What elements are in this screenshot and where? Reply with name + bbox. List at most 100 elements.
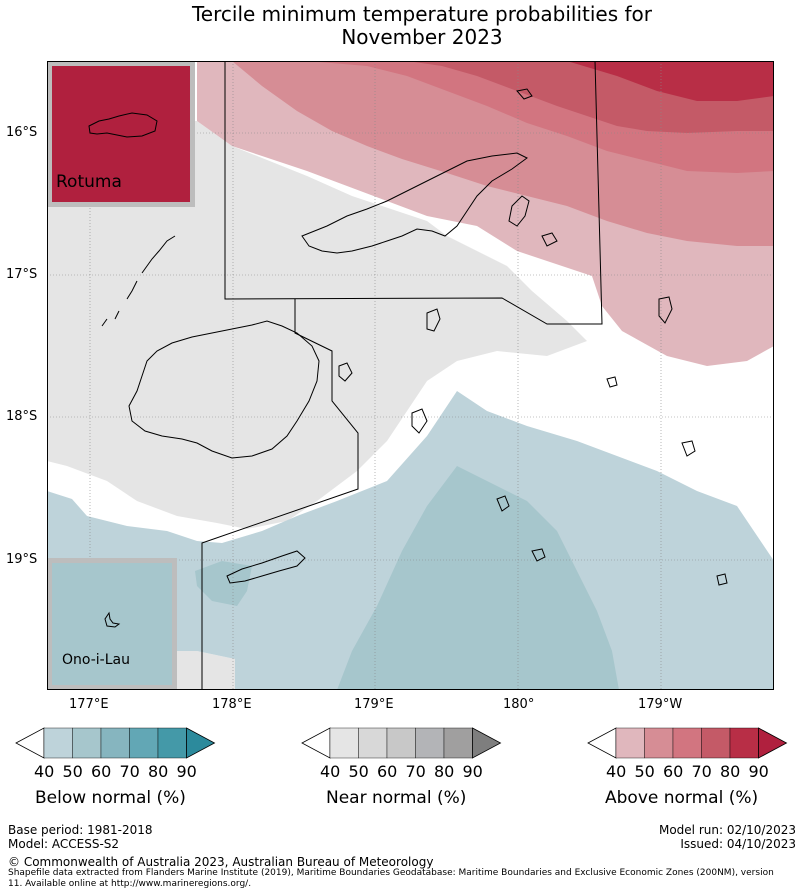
vanua-levu-island [301,152,528,254]
kadavu-island [226,550,306,584]
above-colorbar-extend-high [758,727,788,759]
below-colorbar-tick-label: 90 [176,762,197,781]
near-normal-region [47,121,587,529]
below-colorbar-segment [43,727,73,759]
below-colorbar-tick-label: 40 [34,762,55,781]
ono-i-lau-inset [47,558,177,690]
ono-i-lau-island [104,611,121,628]
near-colorbar-segment [358,727,388,759]
rotuma-inset [47,61,195,207]
lau-island-6 [716,573,728,586]
map-border [47,61,774,690]
inset-label-rotuma: Rotuma [56,172,122,192]
colorbar-near-title: Near normal (%) [326,788,467,808]
below-colorbar-tick-label: 80 [148,762,169,781]
near-colorbar-extend-high [472,727,502,759]
model-name: Model: ACCESS-S2 [8,837,120,851]
model-run: Model run: 02/10/2023 [658,823,796,837]
near-colorbar-segment [329,727,359,759]
title-line-1: Tercile minimum temperature probabilitie… [191,2,653,26]
colorbar-below-normal [15,727,216,759]
near-colorbar-tick-label: 40 [320,762,341,781]
below-colorbar-segment [100,727,130,759]
above-colorbar-tick-label: 80 [720,762,741,781]
above-colorbar-segment [672,727,702,759]
above-colorbar-tick-label: 90 [748,762,769,781]
above-colorbar-tick-label: 60 [663,762,684,781]
lau-island-7 [516,88,533,100]
rotuma-island [88,112,158,138]
above-normal-region-80 [567,61,774,101]
inset-label-ono-i-lau: Ono-i-Lau [62,652,130,668]
below-normal-region-50 [337,466,619,690]
above-colorbar-tick-label: 70 [691,762,712,781]
below-normal-region-50-west [195,561,252,606]
near-colorbar-tick-label: 60 [377,762,398,781]
lon-label-177e: 177°E [69,697,109,712]
below-colorbar-segment [157,727,187,759]
above-colorbar-tick-label: 50 [634,762,655,781]
below-colorbar-segment [72,727,102,759]
below-colorbar-tick-label: 50 [62,762,83,781]
above-colorbar-segment [644,727,674,759]
copyright: © Commonwealth of Australia 2023, Austra… [8,855,434,869]
taveuni-island [508,195,530,227]
near-colorbar-segment [443,727,473,759]
below-colorbar-extend-high [186,727,216,759]
lon-label-180: 180° [503,697,535,712]
lat-label-18s: 18°S [6,409,38,424]
ovalau-island [338,362,353,382]
map-title: Tercile minimum temperature probabilitie… [0,3,804,49]
base-period: Base period: 1981-2018 [8,823,153,837]
shapefile-note-line-1: Shapefile data extracted from Flanders M… [8,868,774,878]
lon-label-179w: 179°W [638,697,683,712]
below-colorbar-extend-low [15,727,45,759]
near-colorbar-tick-label: 50 [348,762,369,781]
below-colorbar-segment [129,727,159,759]
lau-island-1 [658,296,673,324]
colorbars [15,727,788,759]
title-line-2: November 2023 [341,25,503,49]
coastlines [101,88,728,586]
colorbar-below-title: Below normal (%) [35,788,186,808]
shapefile-note-line-2: 11. Available online at http://www.marin… [8,879,252,889]
lon-label-179e: 179°E [354,697,394,712]
near-colorbar-tick-label: 80 [434,762,455,781]
lau-island-8 [541,232,558,247]
near-normal-region-south [172,651,235,690]
near-colorbar-segment [386,727,416,759]
viti-levu-island [128,320,320,459]
lau-island-3 [531,548,546,562]
colorbar-above-normal [587,727,788,759]
colorbar-near-normal [301,727,502,759]
below-colorbar-tick-label: 60 [91,762,112,781]
probability-map [47,61,774,690]
colorbar-above-title: Above normal (%) [605,788,759,808]
ono-i-lau-inset-fill [52,563,172,685]
near-colorbar-tick-label: 70 [405,762,426,781]
above-colorbar-extend-low [587,727,617,759]
lat-label-16s: 16°S [6,125,38,140]
lau-island-5 [606,376,618,388]
northern-boundary [224,61,603,325]
issued-date: Issued: 04/10/2023 [680,837,796,851]
near-colorbar-tick-label: 90 [462,762,483,781]
koro-island [426,308,441,332]
lon-label-178e: 178°E [212,697,252,712]
above-colorbar-segment [615,727,645,759]
lat-label-19s: 19°S [6,552,38,567]
yasawa-islands [101,235,176,327]
below-colorbar-tick-label: 70 [119,762,140,781]
above-colorbar-segment [701,727,731,759]
lau-island-2 [496,495,510,512]
lat-label-17s: 17°S [6,267,38,282]
above-colorbar-tick-label: 40 [606,762,627,781]
lau-island-4 [681,440,696,457]
gridlines [47,61,774,690]
above-colorbar-segment [729,727,759,759]
near-colorbar-segment [415,727,445,759]
rotuma-inset-fill [52,66,190,202]
gau-island [411,408,428,434]
maritime-boundaries [201,61,603,690]
western-boundary [201,299,359,690]
